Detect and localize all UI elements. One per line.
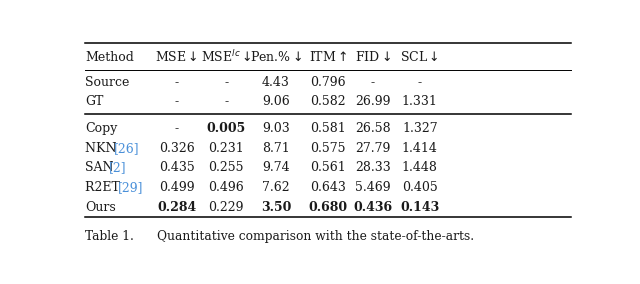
Text: 0.582: 0.582 — [310, 95, 346, 108]
Text: 0.575: 0.575 — [310, 142, 346, 155]
Text: 3.50: 3.50 — [260, 201, 291, 214]
Text: 0.643: 0.643 — [310, 181, 346, 194]
Text: 28.33: 28.33 — [355, 161, 390, 174]
Text: 0.405: 0.405 — [402, 181, 438, 194]
Text: 1.414: 1.414 — [402, 142, 438, 155]
Text: NKN: NKN — [85, 142, 120, 155]
Text: Source: Source — [85, 76, 129, 89]
Text: 8.71: 8.71 — [262, 142, 290, 155]
Text: 0.561: 0.561 — [310, 161, 346, 174]
Text: [29]: [29] — [118, 181, 143, 194]
Text: -: - — [224, 95, 228, 108]
Text: -: - — [371, 76, 374, 89]
Text: 0.255: 0.255 — [209, 161, 244, 174]
Text: MSE$\downarrow$: MSE$\downarrow$ — [156, 50, 198, 64]
Text: 0.005: 0.005 — [207, 122, 246, 135]
Text: 0.284: 0.284 — [157, 201, 196, 214]
Text: 26.58: 26.58 — [355, 122, 390, 135]
Text: 0.680: 0.680 — [308, 201, 348, 214]
Text: 0.581: 0.581 — [310, 122, 346, 135]
Text: -: - — [418, 76, 422, 89]
Text: Pen.%$\downarrow$: Pen.%$\downarrow$ — [250, 50, 302, 64]
Text: 26.99: 26.99 — [355, 95, 390, 108]
Text: 0.435: 0.435 — [159, 161, 195, 174]
Text: 9.74: 9.74 — [262, 161, 290, 174]
Text: 0.231: 0.231 — [209, 142, 244, 155]
Text: 9.06: 9.06 — [262, 95, 290, 108]
Text: -: - — [175, 122, 179, 135]
Text: Ours: Ours — [85, 201, 116, 214]
Text: Method: Method — [85, 51, 134, 64]
Text: Copy: Copy — [85, 122, 117, 135]
Text: 5.469: 5.469 — [355, 181, 390, 194]
Text: 9.03: 9.03 — [262, 122, 290, 135]
Text: 0.326: 0.326 — [159, 142, 195, 155]
Text: 0.499: 0.499 — [159, 181, 195, 194]
Text: [26]: [26] — [114, 142, 140, 155]
Text: 0.436: 0.436 — [353, 201, 392, 214]
Text: 27.79: 27.79 — [355, 142, 390, 155]
Text: 0.796: 0.796 — [310, 76, 346, 89]
Text: Table 1.      Quantitative comparison with the state-of-the-arts.: Table 1. Quantitative comparison with th… — [85, 230, 474, 243]
Text: 1.331: 1.331 — [402, 95, 438, 108]
Text: SAN: SAN — [85, 161, 118, 174]
Text: -: - — [175, 95, 179, 108]
Text: 0.143: 0.143 — [400, 201, 440, 214]
Text: [2]: [2] — [109, 161, 126, 174]
Text: R2ET: R2ET — [85, 181, 124, 194]
Text: SCL$\downarrow$: SCL$\downarrow$ — [401, 50, 439, 64]
Text: 7.62: 7.62 — [262, 181, 290, 194]
Text: 1.327: 1.327 — [402, 122, 438, 135]
Text: ITM$\uparrow$: ITM$\uparrow$ — [308, 50, 348, 64]
Text: 0.496: 0.496 — [209, 181, 244, 194]
Text: FID$\downarrow$: FID$\downarrow$ — [355, 50, 390, 64]
Text: -: - — [175, 76, 179, 89]
Text: -: - — [224, 76, 228, 89]
Text: 1.448: 1.448 — [402, 161, 438, 174]
Text: 4.43: 4.43 — [262, 76, 290, 89]
Text: 0.229: 0.229 — [209, 201, 244, 214]
Text: GT: GT — [85, 95, 103, 108]
Text: MSE$^{\mathit{lc}}$$\downarrow$: MSE$^{\mathit{lc}}$$\downarrow$ — [201, 49, 252, 65]
